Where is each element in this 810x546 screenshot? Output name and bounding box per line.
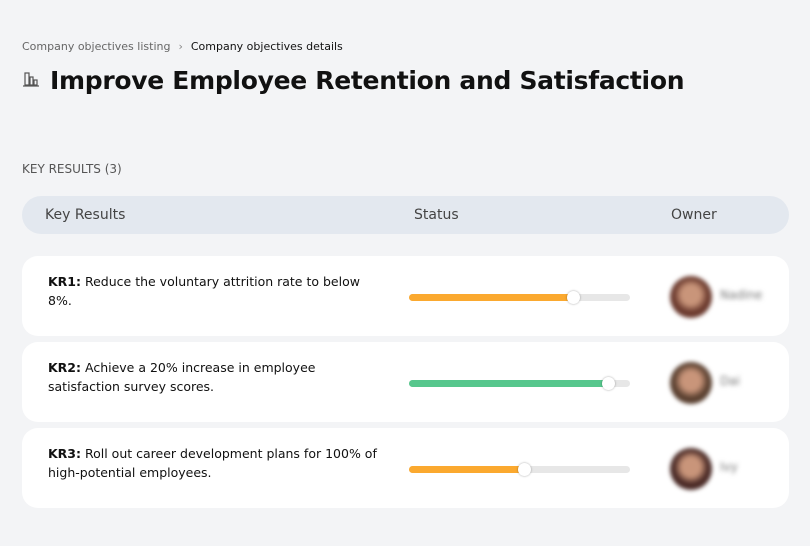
table-header: Key Results Status Owner — [22, 196, 789, 234]
objective-title: Improve Employee Retention and Satisfact… — [50, 66, 685, 95]
owner-name: Dai — [720, 374, 740, 388]
key-result-description: Reduce the voluntary attrition rate to b… — [48, 274, 360, 308]
key-result-text: KR2: Achieve a 20% increase in employee … — [48, 358, 378, 396]
key-result-text: KR3: Roll out career development plans f… — [48, 444, 378, 482]
header-key-results: Key Results — [45, 207, 126, 223]
avatar — [670, 276, 712, 318]
key-result-id: KR2: — [48, 360, 82, 375]
owner-name: Nadine — [720, 288, 763, 302]
key-result-text: KR1: Reduce the voluntary attrition rate… — [48, 272, 378, 310]
key-result-row[interactable]: KR2: Achieve a 20% increase in employee … — [22, 342, 789, 422]
header-status: Status — [414, 207, 459, 223]
page-title: Improve Employee Retention and Satisfact… — [22, 66, 685, 95]
breadcrumb: Company objectives listing › Company obj… — [22, 40, 343, 53]
key-result-description: Roll out career development plans for 10… — [48, 446, 377, 480]
key-result-row[interactable]: KR3: Roll out career development plans f… — [22, 428, 789, 508]
avatar — [670, 448, 712, 490]
progress-knob — [601, 377, 615, 390]
progress-bar — [409, 291, 630, 304]
owner-name: Ivy — [720, 460, 738, 474]
progress-fill — [409, 466, 524, 473]
progress-knob — [517, 463, 531, 476]
avatar — [670, 362, 712, 404]
progress-bar — [409, 377, 630, 390]
breadcrumb-link-listing[interactable]: Company objectives listing — [22, 40, 171, 53]
progress-bar — [409, 463, 630, 476]
key-result-row[interactable]: KR1: Reduce the voluntary attrition rate… — [22, 256, 789, 336]
key-result-id: KR1: — [48, 274, 82, 289]
key-results-section-label: KEY RESULTS (3) — [22, 162, 122, 176]
progress-fill — [409, 380, 608, 387]
breadcrumb-current: Company objectives details — [190, 40, 343, 53]
chevron-right-icon: › — [178, 40, 183, 53]
header-owner: Owner — [671, 207, 717, 223]
building-icon — [22, 70, 40, 92]
key-result-description: Achieve a 20% increase in employee satis… — [48, 360, 316, 394]
progress-fill — [409, 294, 573, 301]
progress-knob — [566, 291, 580, 304]
key-result-id: KR3: — [48, 446, 82, 461]
